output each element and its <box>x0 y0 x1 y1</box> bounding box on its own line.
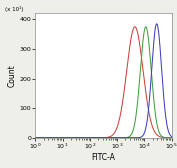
X-axis label: FITC-A: FITC-A <box>92 153 115 162</box>
Text: (x 10¹): (x 10¹) <box>5 6 24 12</box>
Y-axis label: Count: Count <box>8 64 17 87</box>
